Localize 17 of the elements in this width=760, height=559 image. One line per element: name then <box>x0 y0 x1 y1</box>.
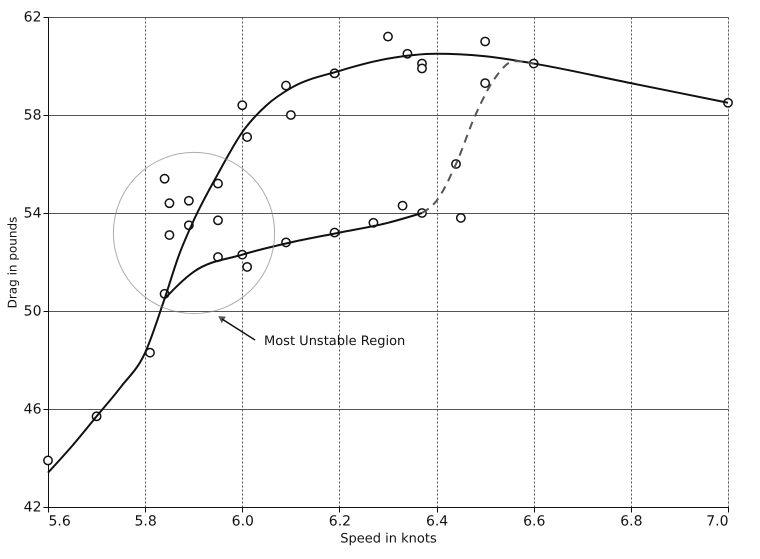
x-tick-label: 6.8 <box>620 514 642 530</box>
y-axis-title: Drag in pounds <box>6 216 20 308</box>
y-tick-label: 58 <box>24 108 42 124</box>
x-tick-label: 5.8 <box>134 514 157 530</box>
x-tick-label: 5.6 <box>48 514 71 530</box>
x-tick-label: 6.0 <box>232 514 254 530</box>
x-tick-label: 7.0 <box>706 514 728 530</box>
y-tick-label: 54 <box>24 206 42 222</box>
x-tick-label: 6.4 <box>426 514 448 530</box>
x-tick-label: 6.2 <box>328 514 352 530</box>
x-tick-label: 6.6 <box>523 514 546 530</box>
annotation: Most Unstable Region <box>264 334 406 349</box>
y-tick-label: 42 <box>24 500 42 516</box>
x-axis-title: Speed in knots <box>340 532 437 546</box>
y-tick-label: 46 <box>24 402 42 418</box>
y-tick-label: 50 <box>24 304 42 320</box>
y-tick-label: 62 <box>24 10 42 26</box>
